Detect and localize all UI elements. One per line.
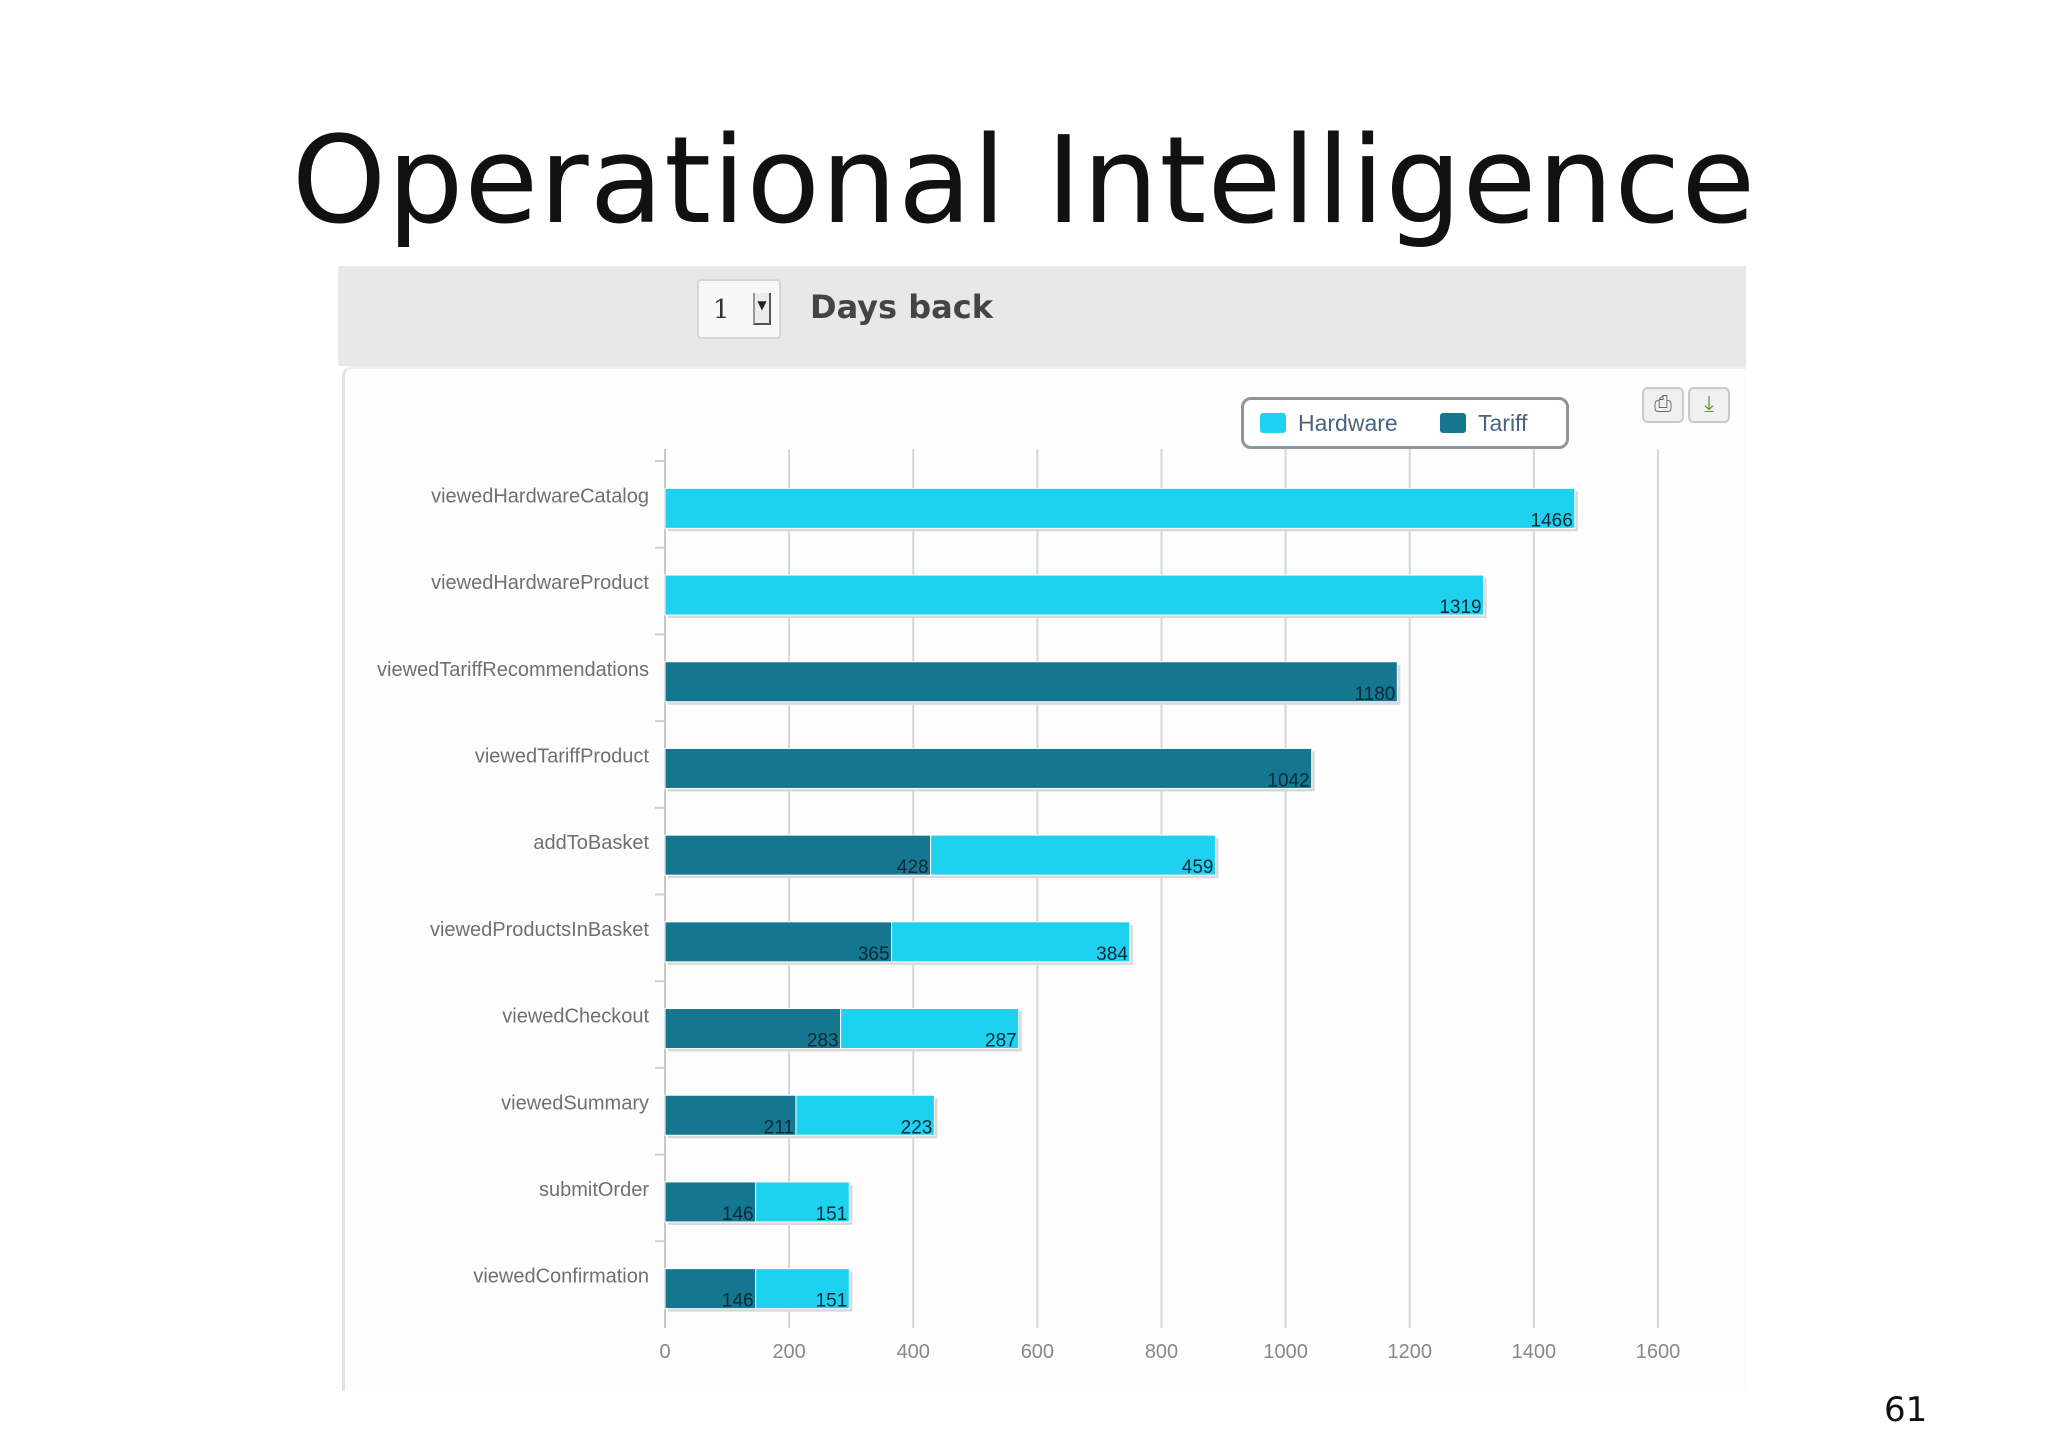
x-tick-label: 800: [1145, 1341, 1178, 1363]
chevron-down-icon[interactable]: ▼: [753, 293, 771, 325]
category-label: viewedTariffProduct: [475, 745, 650, 767]
category-label: submitOrder: [539, 1179, 649, 1201]
category-label: viewedHardwareCatalog: [431, 485, 649, 507]
x-tick-label: 1200: [1388, 1341, 1433, 1363]
data-label: 151: [816, 1204, 848, 1225]
data-label: 287: [985, 1031, 1017, 1052]
category-label: addToBasket: [533, 832, 649, 854]
data-label: 283: [807, 1031, 839, 1052]
data-label: 365: [858, 944, 890, 965]
slide-title: Operational Intelligence: [291, 112, 1757, 251]
x-tick-label: 200: [772, 1341, 805, 1363]
bar-tariff: [664, 1181, 757, 1223]
bar-hardware: [664, 487, 1576, 529]
category-label: viewedHardwareProduct: [431, 572, 649, 594]
bar-hardware: [930, 834, 1216, 876]
bar-hardware: [891, 921, 1131, 963]
bar-hardware: [755, 1181, 850, 1223]
legend-swatch-tariff: [1440, 413, 1466, 433]
data-label: 211: [764, 1117, 794, 1138]
legend-label-hardware: Hardware: [1298, 410, 1398, 436]
data-label: 428: [897, 857, 929, 878]
bar-tariff: [664, 661, 1398, 703]
data-label: 146: [722, 1204, 754, 1225]
bar-hardware: [755, 1268, 850, 1310]
bar-hardware: [795, 1094, 935, 1136]
days-back-value: 1: [713, 295, 730, 325]
data-label: 459: [1182, 857, 1214, 878]
x-tick-label: 1000: [1263, 1341, 1308, 1363]
legend-label-tariff: Tariff: [1478, 410, 1528, 436]
chart-panel: ⎙ ⤓ Hardware Tariff: [342, 366, 1746, 1391]
category-label: viewedCheckout: [502, 1006, 649, 1028]
category-label: viewedConfirmation: [473, 1266, 649, 1288]
data-label: 1466: [1531, 510, 1573, 531]
data-label: 1042: [1267, 770, 1309, 791]
bar-tariff: [664, 921, 893, 963]
dashboard: 1 ▼ Days back ⎙ ⤓ Hardware Tariff 0 200 40…: [338, 266, 1746, 1391]
category-label: viewedTariffRecommendations: [377, 659, 649, 681]
bar-tariff: [664, 1008, 842, 1050]
x-tick-label: 1600: [1636, 1341, 1681, 1363]
data-label: 223: [901, 1117, 933, 1138]
download-icon[interactable]: ⤓: [1688, 387, 1730, 423]
x-tick-label: 400: [897, 1341, 930, 1363]
print-icon[interactable]: ⎙: [1642, 387, 1684, 423]
legend-swatch-hardware: [1260, 413, 1286, 433]
data-label: 1319: [1439, 597, 1481, 618]
data-label: 384: [1096, 944, 1128, 965]
data-label: 1180: [1354, 684, 1395, 705]
toolbar: 1 ▼ Days back: [338, 266, 1746, 366]
x-tick-label: 0: [659, 1341, 670, 1363]
x-tick-label: 1400: [1512, 1341, 1557, 1363]
bar-tariff: [664, 834, 932, 876]
page-number: 61: [1884, 1390, 1928, 1430]
bar-tariff: [664, 747, 1313, 789]
data-label: 151: [816, 1291, 848, 1312]
days-back-select[interactable]: 1 ▼: [697, 279, 781, 339]
chart-legend: Hardware Tariff: [1241, 397, 1569, 449]
category-label: viewedSummary: [501, 1092, 649, 1114]
bar-hardware: [664, 574, 1485, 616]
data-label: 146: [722, 1291, 754, 1312]
bar-hardware: [840, 1008, 1020, 1050]
days-back-label: Days back: [810, 288, 993, 326]
category-label: viewedProductsInBasket: [430, 919, 649, 941]
x-tick-label: 600: [1021, 1341, 1054, 1363]
bar-chart: 0 200 400 600 800 1000 1200 1400 1600 viewedHardw…: [377, 449, 1681, 1363]
